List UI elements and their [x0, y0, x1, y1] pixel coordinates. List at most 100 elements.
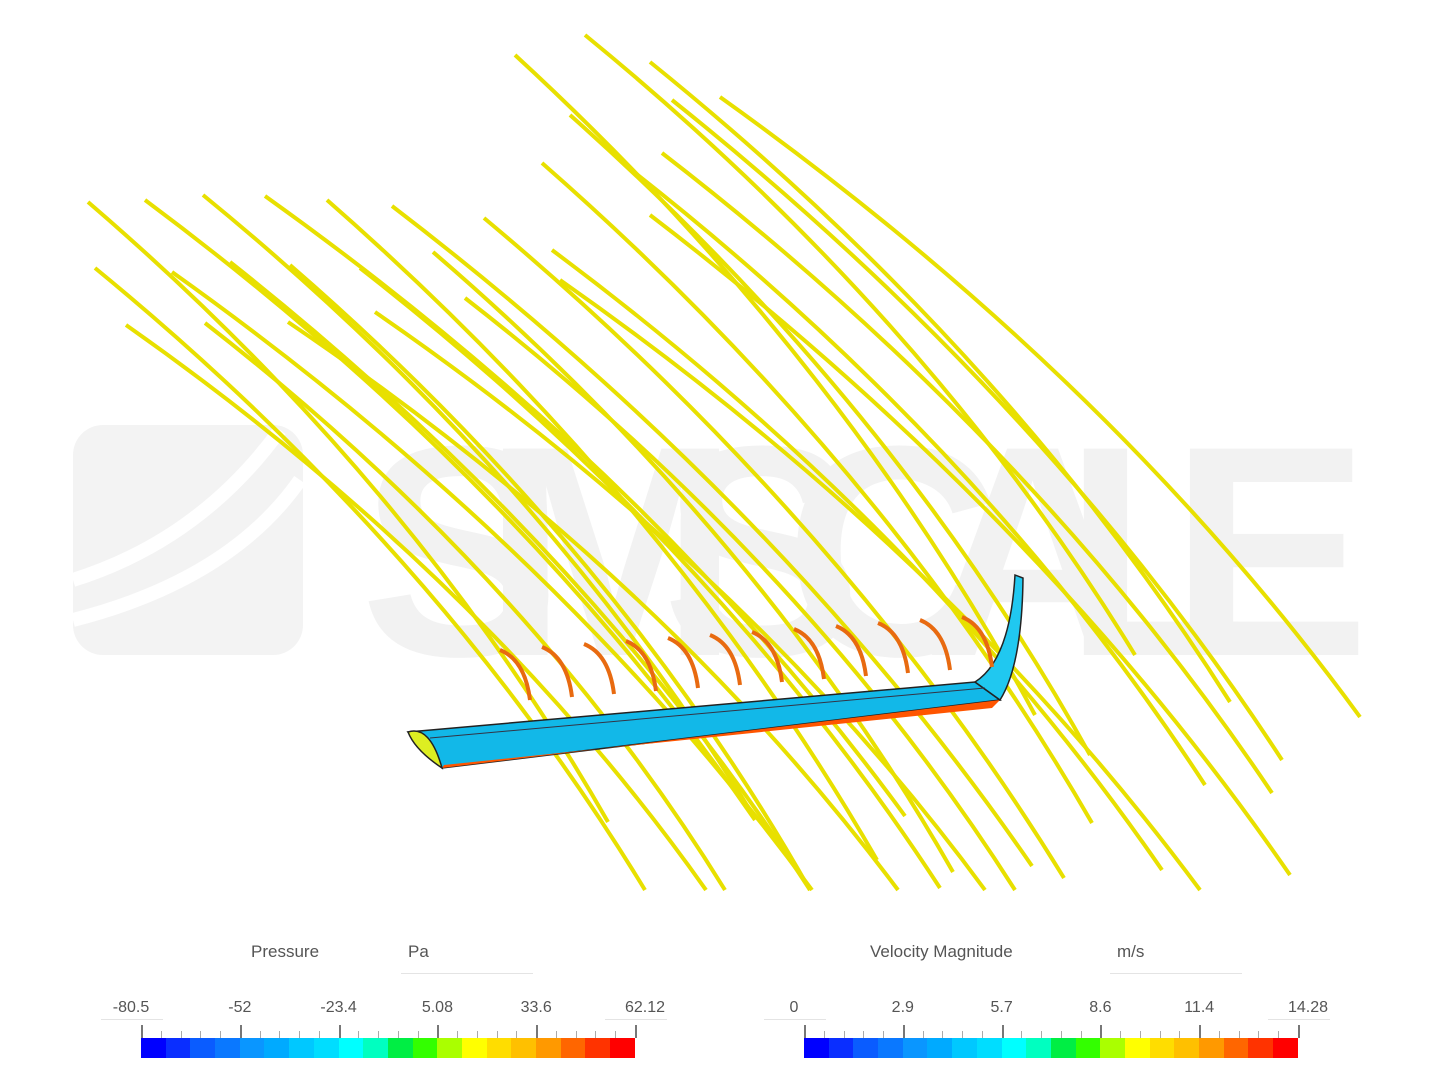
tick-marks: [141, 1025, 637, 1038]
legend-title: Velocity Magnitude: [870, 942, 1013, 961]
tick-mark: [922, 1031, 924, 1038]
tick-mark: [595, 1031, 597, 1038]
color-swatch: [412, 1038, 438, 1058]
tick-mark: [516, 1031, 518, 1038]
streamline: [648, 60, 1232, 704]
velocity-legend: Velocity Magnitude m/s 0 2.9 5.7 8.6 11.4 14.…: [753, 930, 1353, 1070]
streamline-highlights: [499, 615, 994, 701]
tick-mark: [615, 1031, 617, 1038]
color-swatch: [165, 1038, 191, 1058]
tick-mark: [417, 1031, 419, 1038]
streamline-segment: [541, 645, 574, 698]
unit-underline: [401, 973, 533, 974]
legend-title: Pressure: [251, 942, 320, 961]
color-bar: [141, 1038, 635, 1058]
tick-mark: [299, 1031, 301, 1038]
tick-mark: [823, 1031, 825, 1038]
tick-label: 33.6: [520, 999, 552, 1016]
streamline: [558, 278, 1202, 892]
streamline: [623, 163, 1207, 787]
tick-mark: [496, 1031, 498, 1038]
streamline-segment: [499, 648, 532, 701]
color-swatch: [1100, 1038, 1125, 1058]
color-swatch: [215, 1038, 240, 1058]
color-swatch: [1075, 1038, 1101, 1058]
tick-mark: [843, 1031, 845, 1038]
color-swatch: [804, 1038, 829, 1058]
streamline-segment: [709, 633, 742, 686]
streamline-segment: [961, 615, 994, 668]
tick-mark: [476, 1031, 478, 1038]
tick-mark: [1001, 1025, 1004, 1038]
wing-model: [406, 573, 1024, 770]
color-swatch: [1001, 1038, 1027, 1058]
tick-mark: [902, 1025, 905, 1038]
color-swatch: [585, 1038, 611, 1058]
tick-label: 5.7: [990, 999, 1013, 1016]
color-swatch: [952, 1038, 977, 1058]
streamline: [718, 95, 1362, 719]
tick-label: -80.5: [112, 999, 150, 1016]
tick-mark: [1179, 1031, 1181, 1038]
tick-mark: [536, 1025, 539, 1038]
tick-mark: [358, 1031, 360, 1038]
color-swatch: [190, 1038, 216, 1058]
tick-mark: [1218, 1031, 1220, 1038]
streamline: [203, 321, 727, 892]
legend-unit: m/s: [1117, 942, 1145, 961]
tick-label: 14.28: [1287, 999, 1329, 1016]
streamline: [513, 53, 1037, 716]
color-swatch: [976, 1038, 1002, 1058]
tick-mark: [1021, 1031, 1023, 1038]
min-underline: [764, 1019, 826, 1020]
tick-mark: [141, 1025, 143, 1038]
streamline-segment: [835, 624, 868, 677]
3d-viewport[interactable]: SIMSCALE: [0, 0, 1440, 920]
streamline: [540, 161, 1094, 824]
streamline: [390, 204, 1034, 868]
streamline: [431, 250, 955, 873]
color-swatch: [828, 1038, 854, 1058]
streamline: [286, 320, 900, 892]
streamline: [228, 260, 812, 892]
tick-label: 2.9: [891, 999, 914, 1016]
tick-mark: [279, 1031, 281, 1038]
streamline: [568, 113, 1092, 756]
tick-mark: [575, 1031, 577, 1038]
tick-mark: [220, 1031, 222, 1038]
tick-mark: [555, 1031, 557, 1038]
tick-mark: [635, 1025, 637, 1038]
tick-mark: [239, 1025, 242, 1038]
tick-label: 62.12: [624, 999, 666, 1016]
color-bar: [804, 1038, 1298, 1058]
streamline: [93, 266, 647, 892]
tick-label: 11.4: [1184, 999, 1215, 1016]
color-swatch: [1026, 1038, 1051, 1058]
color-swatch: [289, 1038, 314, 1058]
color-swatch: [853, 1038, 879, 1058]
streamline: [124, 323, 708, 892]
color-swatch: [902, 1038, 928, 1058]
unit-underline: [1110, 973, 1242, 974]
tick-label: -23.4: [320, 999, 357, 1016]
color-swatch: [1124, 1038, 1150, 1058]
color-swatch: [363, 1038, 388, 1058]
color-swatch: [1223, 1038, 1249, 1058]
tick-mark: [1080, 1031, 1082, 1038]
color-swatch: [437, 1038, 462, 1058]
tick-mark: [1159, 1031, 1161, 1038]
tick-mark: [863, 1031, 865, 1038]
min-underline: [101, 1019, 163, 1020]
color-swatch: [1149, 1038, 1175, 1058]
max-underline: [605, 1019, 667, 1020]
tick-mark: [378, 1031, 380, 1038]
max-underline: [1268, 1019, 1330, 1020]
tick-mark: [1041, 1031, 1043, 1038]
color-swatch: [461, 1038, 487, 1058]
tick-mark: [1120, 1031, 1122, 1038]
color-swatch: [141, 1038, 166, 1058]
color-swatch: [536, 1038, 561, 1058]
color-swatch: [338, 1038, 364, 1058]
tick-mark: [1199, 1025, 1202, 1038]
tick-label: 5.08: [421, 999, 453, 1016]
